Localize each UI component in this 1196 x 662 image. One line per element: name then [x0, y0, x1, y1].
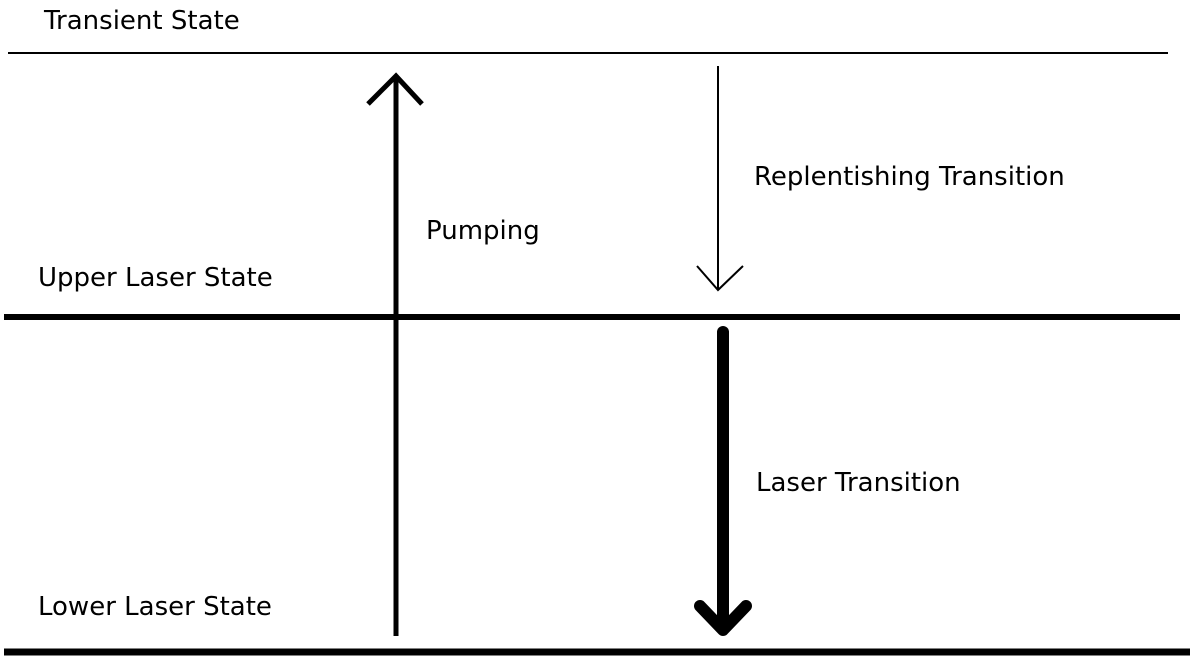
laser-transition-label: Laser Transition: [756, 468, 961, 498]
replenishing-transition-label: Replentishing Transition: [754, 162, 1065, 192]
replenishing-arrow: [696, 66, 744, 292]
transient-state-label: Transient State: [44, 6, 240, 36]
pumping-arrow: [366, 72, 424, 636]
lower-laser-state-label: Lower Laser State: [38, 592, 272, 622]
laser-transition-arrow: [694, 326, 752, 636]
upper-laser-state-label: Upper Laser State: [38, 263, 273, 293]
pumping-label: Pumping: [426, 216, 540, 246]
